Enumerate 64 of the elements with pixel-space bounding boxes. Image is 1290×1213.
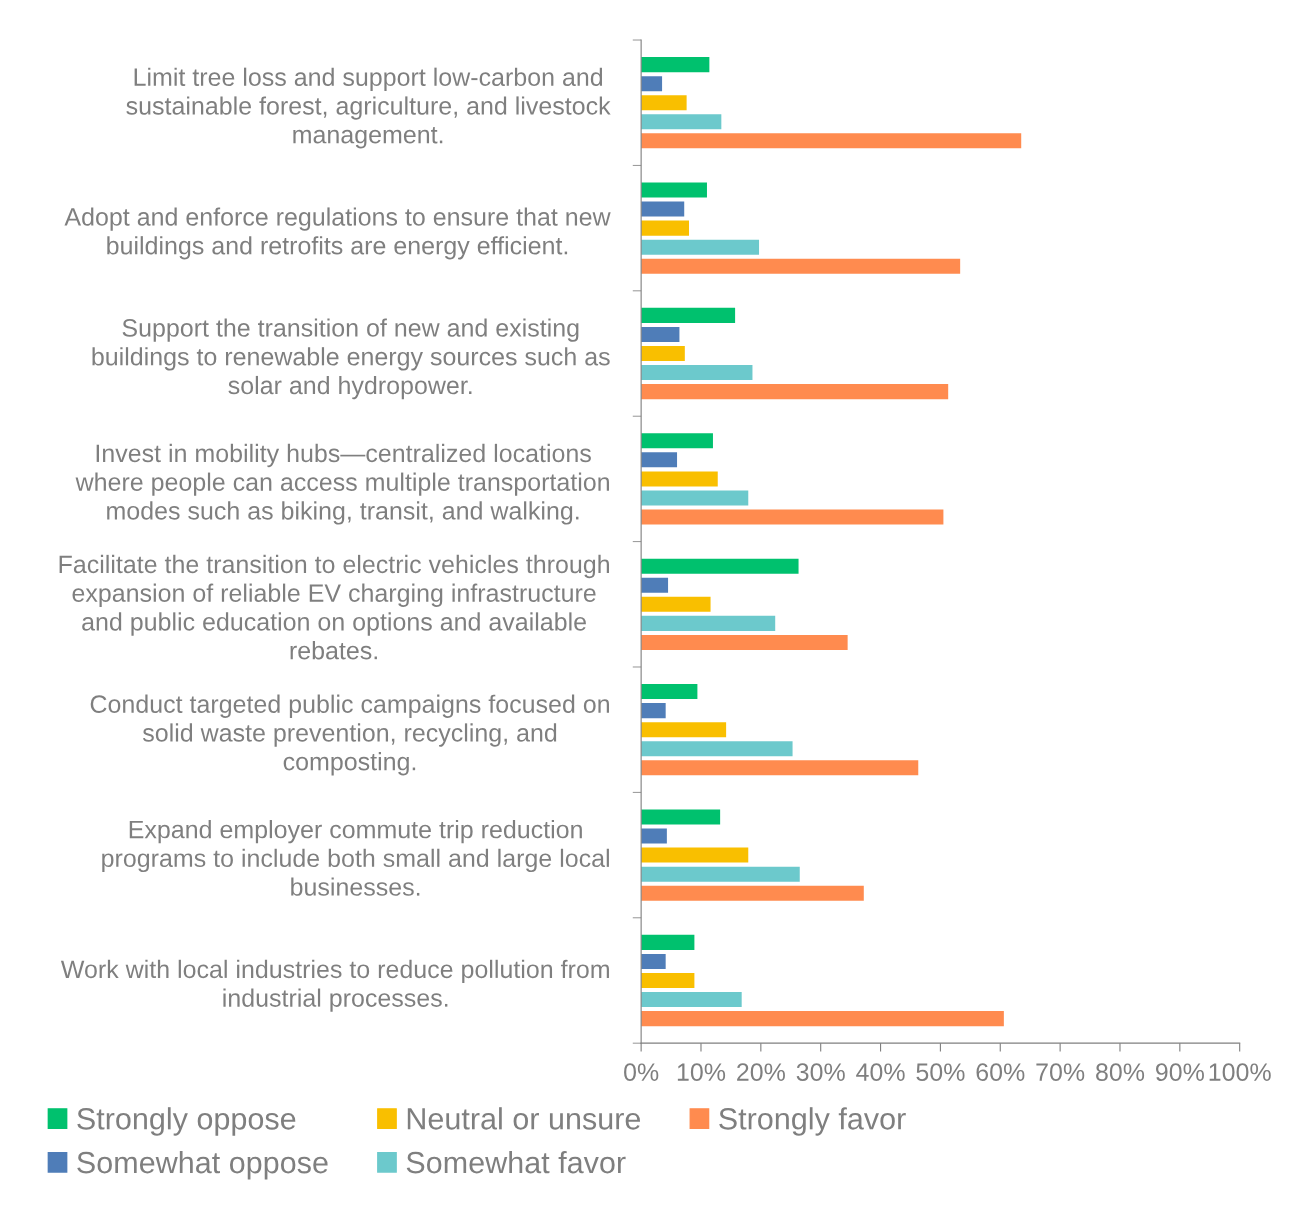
bar <box>641 722 727 738</box>
x-tick-label: 40% <box>856 1063 905 1081</box>
bar <box>641 934 695 950</box>
bar <box>641 509 944 525</box>
bar <box>641 57 710 73</box>
bar <box>641 741 793 757</box>
bar <box>641 133 1022 149</box>
x-tick-label: 80% <box>1096 1063 1145 1081</box>
y-tick-label: Work with local industries to reduce pollution from industrial processes. <box>60 959 609 1012</box>
x-tick-label: 90% <box>1155 1063 1204 1081</box>
x-tick-label: 20% <box>737 1063 785 1081</box>
bar <box>641 345 685 362</box>
bar <box>641 258 961 274</box>
bar <box>641 471 718 487</box>
bar <box>641 634 848 650</box>
bar <box>641 1011 1004 1027</box>
bar <box>641 182 707 198</box>
y-tick-label: Adopt and enforce regulations to ensure that new buildings and retrofits are energy efficient. <box>64 207 611 260</box>
legend-label: Somewhat oppose <box>77 1150 328 1180</box>
legend-label: Strongly oppose <box>77 1107 296 1136</box>
bar <box>641 972 695 989</box>
bar <box>641 992 742 1008</box>
legend-label: Strongly favor <box>719 1107 906 1136</box>
bar <box>641 558 799 574</box>
y-tick-label: Support the transition of new and existing buildings to renewable energy sources such as solar and hydropower. <box>92 318 610 400</box>
x-tick-label: 50% <box>916 1063 965 1081</box>
bar <box>641 365 753 381</box>
x-tick-label: 70% <box>1036 1063 1085 1081</box>
x-tick-label: 30% <box>796 1063 845 1081</box>
bar <box>641 615 776 631</box>
bar <box>641 866 800 882</box>
bar <box>641 220 690 236</box>
bar <box>641 828 667 844</box>
bar <box>641 847 749 863</box>
bar <box>641 307 736 323</box>
bar <box>641 490 749 506</box>
y-tick-label: Invest in mobility hubs—centralized locations where people can access multiple transportation modes such as biking, transit, and walking. <box>75 443 609 525</box>
y-tick-label: Facilitate the transition to electric vehicles through expansion of reliable EV charging infrastructure and public education on options and available rebates. <box>59 554 609 660</box>
bar <box>641 114 722 130</box>
bar <box>641 201 685 217</box>
bar <box>641 76 663 92</box>
legend-label: Neutral or unsure <box>407 1107 641 1130</box>
x-tick-label: 10% <box>677 1063 726 1081</box>
bar <box>641 809 721 825</box>
x-tick-label: 0% <box>624 1063 659 1081</box>
bar <box>641 703 666 719</box>
bar <box>641 684 698 700</box>
legend-label: Somewhat favor <box>406 1150 626 1174</box>
bar <box>641 953 666 969</box>
x-tick-label: 60% <box>976 1063 1025 1081</box>
y-tick-label: Limit tree loss and support low-carbon and sustainable forest, agriculture, and livestock management. <box>126 67 611 149</box>
bar <box>641 760 919 776</box>
bar <box>641 384 949 400</box>
x-tick-label: 100% <box>1209 1063 1271 1081</box>
bar <box>641 239 760 255</box>
bar <box>641 577 669 593</box>
bar <box>641 433 713 449</box>
bar <box>641 596 711 612</box>
bar <box>641 326 680 342</box>
bar <box>641 452 678 468</box>
y-tick-label: Expand employer commute trip reduction programs to include both small and large local businesses. <box>102 820 609 896</box>
bar <box>641 885 864 901</box>
bar <box>641 95 687 111</box>
y-tick-label: Conduct targeted public campaigns focused on solid waste prevention, recycling, and composting. <box>90 694 609 776</box>
